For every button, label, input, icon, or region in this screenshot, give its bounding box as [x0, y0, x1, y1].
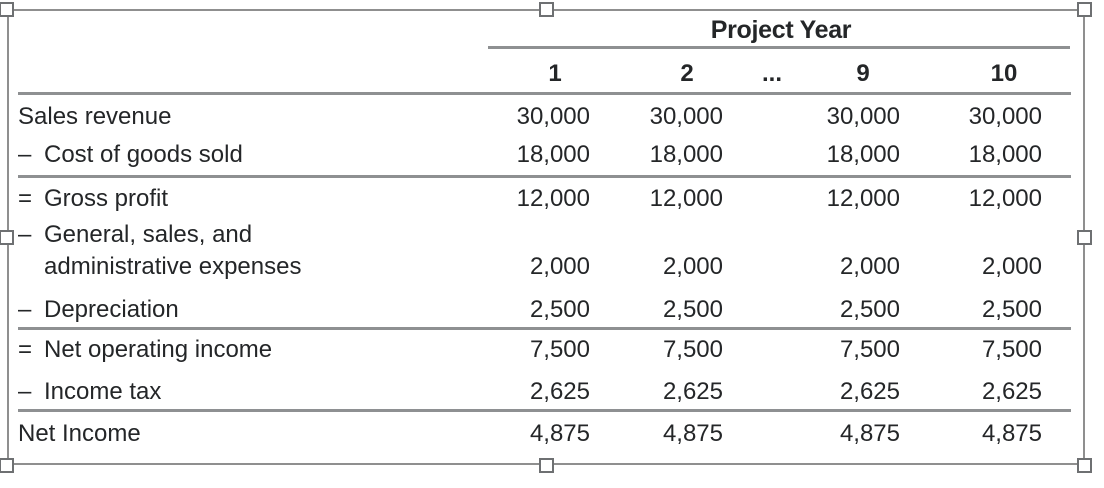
row-label: Net Income — [18, 420, 141, 447]
row-operator: – — [18, 296, 32, 323]
rule-after-depreciation — [18, 327, 1071, 330]
cell-value: 30,000 — [649, 103, 723, 130]
cell-value: 12,000 — [516, 185, 590, 212]
rule-after-cogs — [18, 175, 1071, 178]
selection-handle-middle-left[interactable] — [0, 230, 14, 245]
cell-value: 18,000 — [826, 141, 900, 168]
cell-value: 2,500 — [839, 296, 900, 323]
cell-value: 7,500 — [839, 336, 900, 363]
table-row-cost-of-goods-sold: – Cost of goods sold 18,000 18,000 18,00… — [0, 140, 1104, 170]
cell-value: 4,875 — [662, 420, 723, 447]
cell-value: 30,000 — [826, 103, 900, 130]
selection-handle-bottom-center[interactable] — [539, 458, 554, 473]
row-operator: – — [18, 141, 32, 168]
row-label: Income tax — [44, 378, 162, 405]
cell-value: 30,000 — [968, 103, 1042, 130]
selection-handle-top-center[interactable] — [539, 2, 554, 17]
cell-value: 18,000 — [968, 141, 1042, 168]
table-row-gross-profit: = Gross profit 12,000 12,000 12,000 12,0… — [0, 184, 1104, 214]
cell-value: 7,500 — [529, 336, 590, 363]
table-row-income-tax: – Income tax 2,625 2,625 2,625 2,625 — [0, 377, 1104, 407]
rule-after-income-tax — [18, 409, 1071, 412]
project-year-underline — [488, 46, 1070, 49]
cell-value: 2,625 — [981, 378, 1042, 405]
cell-value: 12,000 — [649, 185, 723, 212]
year-col-header-1: 1 — [548, 60, 562, 87]
row-operator: = — [18, 185, 33, 212]
cell-value: 7,500 — [662, 336, 723, 363]
table-row-net-income: Net Income 4,875 4,875 4,875 4,875 — [0, 419, 1104, 449]
cell-value: 7,500 — [981, 336, 1042, 363]
selection-handle-top-right[interactable] — [1077, 2, 1092, 17]
header-rule — [18, 92, 1071, 95]
row-label: General, sales, and — [44, 221, 253, 248]
selection-handle-middle-right[interactable] — [1077, 230, 1092, 245]
cell-value: 2,500 — [529, 296, 590, 323]
cell-value: 18,000 — [649, 141, 723, 168]
table-row-net-operating-income: = Net operating income 7,500 7,500 7,500… — [0, 335, 1104, 365]
cell-value: 2,500 — [981, 296, 1042, 323]
cell-value: 2,000 — [839, 253, 900, 280]
year-col-header-ellipsis: ... — [761, 60, 783, 87]
table-row-sales-revenue: Sales revenue 30,000 30,000 30,000 30,00… — [0, 102, 1104, 132]
row-label: Cost of goods sold — [44, 141, 243, 168]
cell-value: 30,000 — [516, 103, 590, 130]
cell-value: 2,500 — [662, 296, 723, 323]
year-col-header-2: 2 — [680, 60, 694, 87]
selection-handle-bottom-right[interactable] — [1077, 458, 1092, 473]
year-col-header-9: 9 — [856, 60, 870, 87]
row-label: Gross profit — [44, 185, 169, 212]
row-label: Sales revenue — [18, 103, 172, 130]
cell-value: 18,000 — [516, 141, 590, 168]
project-year-header: Project Year — [710, 16, 852, 44]
selection-handle-bottom-left[interactable] — [0, 458, 14, 473]
table-row-gsa-expenses-line2: administrative expenses 2,000 2,000 2,00… — [0, 252, 1104, 282]
cell-value: 12,000 — [826, 185, 900, 212]
selection-handle-top-left[interactable] — [0, 2, 14, 17]
row-operator: – — [18, 378, 32, 405]
row-label-continuation: administrative expenses — [44, 253, 302, 280]
table-row-depreciation: – Depreciation 2,500 2,500 2,500 2,500 — [0, 295, 1104, 325]
cell-value: 4,875 — [839, 420, 900, 447]
row-operator: = — [18, 336, 33, 363]
cell-value: 2,625 — [529, 378, 590, 405]
row-operator: – — [18, 221, 32, 248]
cell-value: 2,000 — [981, 253, 1042, 280]
cell-value: 2,000 — [529, 253, 590, 280]
row-label: Net operating income — [44, 336, 273, 363]
table-row-gsa-expenses-line1: – General, sales, and — [0, 220, 1104, 250]
row-label: Depreciation — [44, 296, 179, 323]
cell-value: 2,625 — [839, 378, 900, 405]
year-col-header-10: 10 — [990, 60, 1018, 87]
cell-value: 2,000 — [662, 253, 723, 280]
cell-value: 2,625 — [662, 378, 723, 405]
cell-value: 12,000 — [968, 185, 1042, 212]
cell-value: 4,875 — [981, 420, 1042, 447]
cell-value: 4,875 — [529, 420, 590, 447]
